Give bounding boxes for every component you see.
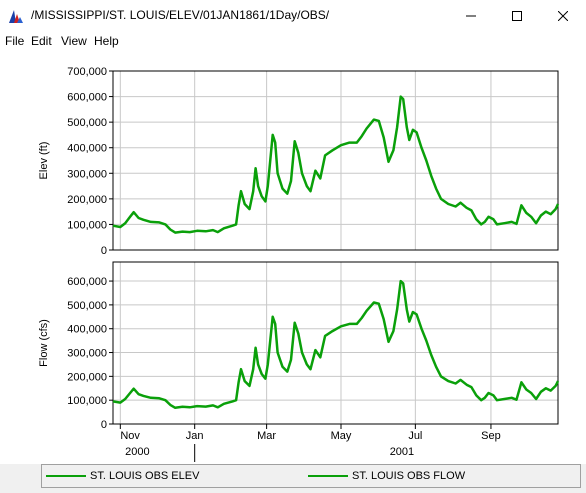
y-tick-label: 200,000	[67, 194, 107, 206]
title-bar: /MISSISSIPPI/ST. LOUIS/ELEV/01JAN1861/1D…	[0, 0, 586, 31]
x-tick-label: Nov	[120, 430, 140, 442]
series-line-elev	[112, 95, 560, 234]
year-label: 2000	[125, 446, 149, 458]
x-tick-label: Sep	[481, 430, 501, 442]
y-tick-label: 500,000	[67, 117, 107, 129]
series-line-flow	[112, 279, 560, 410]
minimize-button[interactable]	[448, 0, 494, 31]
y-tick-label: 300,000	[67, 348, 107, 360]
x-axis: Nov Jan Mar May Jul Sep 2000 2001	[119, 424, 501, 462]
legend-label-flow: ST. LOUIS OBS FLOW	[352, 470, 466, 482]
y-tick-label: 600,000	[67, 92, 107, 104]
plot-frame	[112, 70, 559, 251]
legend-label-elev: ST. LOUIS OBS ELEV	[90, 470, 200, 482]
y-tick-label: 100,000	[67, 219, 107, 231]
y-axis-label: Flow (cfs)	[38, 319, 50, 367]
menu-help[interactable]: Help	[94, 34, 119, 48]
flow-plot-panel[interactable]: 0 100,000 200,000 300,000 400,000 500,000 600,…	[38, 261, 560, 431]
y-tick-label: 200,000	[67, 371, 107, 383]
year-label: 2001	[390, 446, 414, 458]
x-tick-label: Jan	[186, 430, 204, 442]
legend: ST. LOUIS OBS ELEV ST. LOUIS OBS FLOW	[41, 464, 581, 488]
y-tick-label: 0	[101, 245, 107, 257]
elev-plot-panel[interactable]: 0 100,000 200,000 300,000 400,000 500,000 600,…	[38, 66, 560, 257]
y-axis-label: Elev (ft)	[38, 142, 50, 180]
y-tick-label: 0	[101, 419, 107, 431]
legend-swatch	[46, 475, 86, 477]
window-title: /MISSISSIPPI/ST. LOUIS/ELEV/01JAN1861/1D…	[31, 8, 330, 22]
y-tick-label: 500,000	[67, 300, 107, 312]
y-tick-label: 300,000	[67, 168, 107, 180]
menu-file[interactable]: File	[5, 34, 25, 48]
legend-swatch	[308, 475, 348, 477]
menu-view[interactable]: View	[61, 34, 87, 48]
x-tick-label: May	[331, 430, 352, 442]
dss-chart-icon	[9, 10, 23, 23]
minimize-icon	[466, 15, 476, 16]
menu-edit[interactable]: Edit	[31, 34, 52, 48]
x-tick-label: Jul	[408, 430, 422, 442]
legend-entry-elev: ST. LOUIS OBS ELEV	[46, 470, 199, 482]
x-tick-label: Mar	[257, 430, 276, 442]
legend-entry-flow: ST. LOUIS OBS FLOW	[308, 470, 465, 482]
y-tick-label: 600,000	[67, 276, 107, 288]
y-tick-label: 400,000	[67, 143, 107, 155]
close-icon	[558, 10, 568, 21]
menu-bar: File Edit View Help	[0, 31, 586, 51]
plot-frame	[112, 261, 559, 425]
y-tick-label: 700,000	[67, 66, 107, 78]
y-tick-label: 400,000	[67, 324, 107, 336]
y-tick-label: 100,000	[67, 395, 107, 407]
maximize-button[interactable]	[494, 0, 540, 31]
close-button[interactable]	[540, 0, 586, 31]
maximize-icon	[512, 10, 522, 21]
